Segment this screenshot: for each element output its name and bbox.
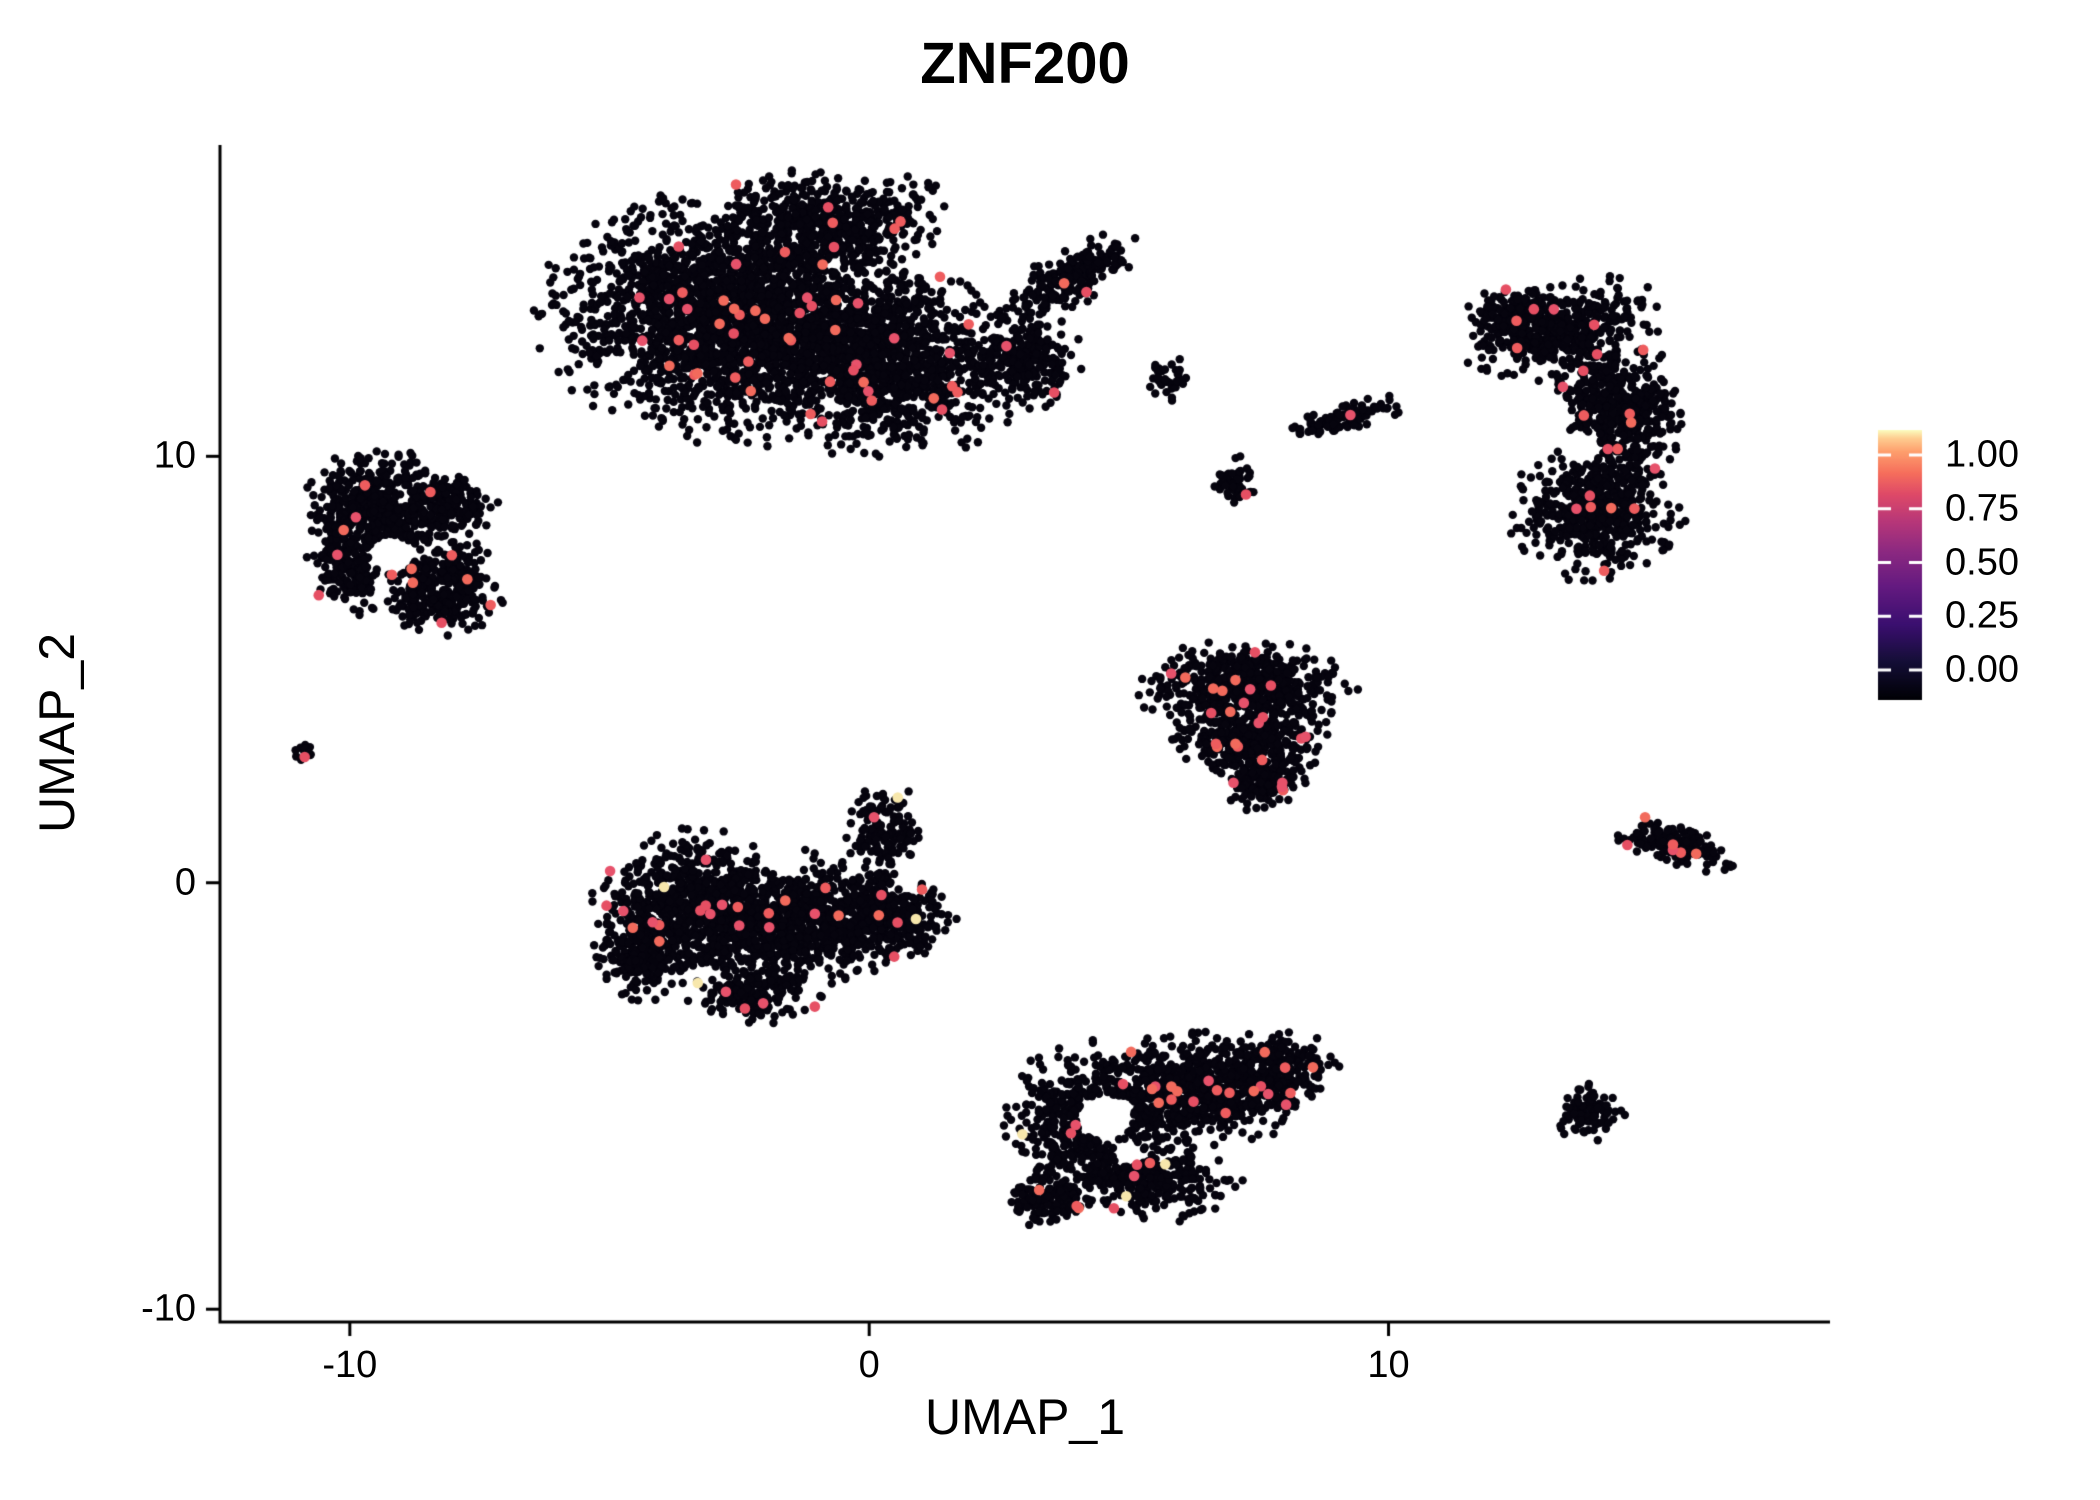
y-axis-label: UMAP_2 (29, 632, 85, 834)
x-axis-label: UMAP_1 (924, 1389, 1126, 1445)
plot-title: ZNF200 (920, 31, 1130, 96)
